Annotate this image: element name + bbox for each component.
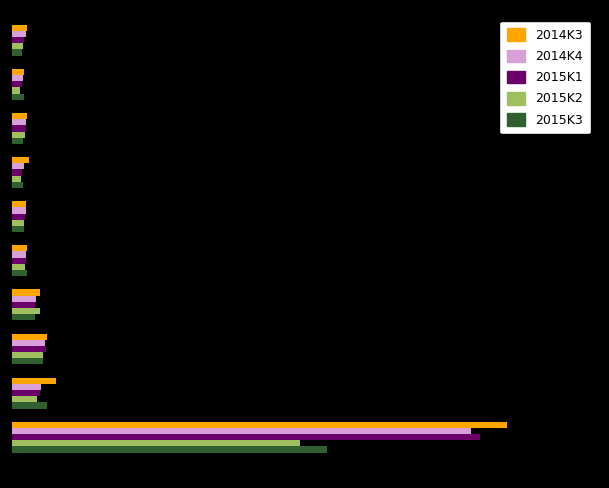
Bar	[12, 31, 26, 37]
Bar	[12, 270, 27, 276]
Bar	[12, 87, 20, 94]
Bar	[12, 69, 24, 75]
Bar	[12, 390, 40, 396]
Bar	[12, 113, 27, 119]
Legend: 2014K3, 2014K4, 2015K1, 2015K2, 2015K3: 2014K3, 2014K4, 2015K1, 2015K2, 2015K3	[499, 21, 591, 134]
Bar	[12, 37, 24, 43]
Bar	[12, 434, 480, 440]
Bar	[12, 43, 23, 49]
Bar	[12, 402, 48, 408]
Bar	[12, 157, 29, 163]
Bar	[12, 396, 37, 402]
Bar	[12, 378, 56, 384]
Bar	[12, 226, 24, 232]
Bar	[12, 346, 46, 352]
Bar	[12, 176, 21, 182]
Bar	[12, 207, 26, 214]
Bar	[12, 314, 35, 320]
Bar	[12, 169, 22, 176]
Bar	[12, 245, 27, 251]
Bar	[12, 81, 22, 87]
Bar	[12, 340, 44, 346]
Bar	[12, 119, 26, 125]
Bar	[12, 220, 24, 226]
Bar	[12, 296, 36, 302]
Bar	[12, 163, 24, 169]
Bar	[12, 125, 26, 132]
Bar	[12, 138, 23, 144]
Bar	[12, 308, 40, 314]
Bar	[12, 25, 27, 31]
Bar	[12, 333, 48, 340]
Bar	[12, 201, 26, 207]
Bar	[12, 75, 23, 81]
Bar	[12, 264, 25, 270]
Bar	[12, 422, 507, 428]
Bar	[12, 94, 24, 100]
Bar	[12, 447, 327, 453]
Bar	[12, 182, 23, 188]
Bar	[12, 384, 41, 390]
Bar	[12, 358, 43, 365]
Bar	[12, 251, 26, 258]
Bar	[12, 440, 300, 447]
Bar	[12, 214, 25, 220]
Bar	[12, 428, 471, 434]
Bar	[12, 132, 25, 138]
Bar	[12, 289, 40, 296]
Bar	[12, 302, 35, 308]
Bar	[12, 258, 26, 264]
Bar	[12, 352, 43, 358]
Bar	[12, 49, 22, 56]
